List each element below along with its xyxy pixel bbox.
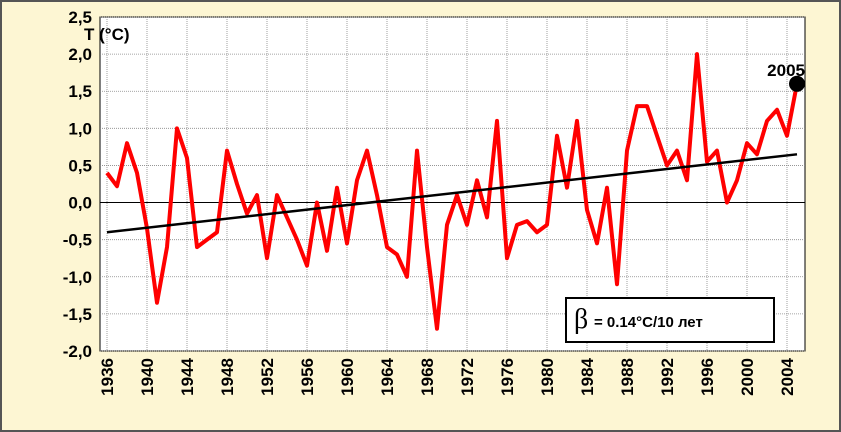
x-tick-label: 1952 bbox=[258, 358, 277, 396]
annotation-symbol: β bbox=[574, 304, 588, 335]
x-tick-label: 1960 bbox=[338, 358, 357, 396]
y-tick-label: 1,5 bbox=[68, 82, 92, 101]
x-tick-label: 1972 bbox=[458, 358, 477, 396]
y-tick-label: -0,5 bbox=[63, 231, 92, 250]
x-tick-label: 1976 bbox=[498, 358, 517, 396]
x-tick-label: 1956 bbox=[298, 358, 317, 396]
x-tick-label: 1968 bbox=[418, 358, 437, 396]
y-tick-label: 1,0 bbox=[68, 119, 92, 138]
data-line bbox=[105, 52, 799, 331]
y-tick-label: 2,0 bbox=[68, 45, 92, 64]
x-tick-label: 1944 bbox=[178, 357, 197, 395]
x-tick-label: 1980 bbox=[538, 358, 557, 396]
x-tick-label: 1940 bbox=[138, 358, 157, 396]
x-tick-label: 2004 bbox=[778, 357, 797, 395]
trend-line bbox=[106, 153, 798, 234]
plot-area bbox=[99, 16, 806, 352]
y-tick-label: -2,0 bbox=[63, 342, 92, 361]
x-tick-label: 1964 bbox=[378, 357, 397, 395]
y-tick-label: 0,5 bbox=[68, 156, 92, 175]
x-tick-label: 1984 bbox=[578, 357, 597, 395]
labels: -2,0 -1,5 -1,0 -0,5 0,0 0,5 1,0 1,5 2,0 2,5 1936 19… bbox=[63, 8, 805, 396]
y-tick-label: 2,5 bbox=[68, 8, 92, 27]
highlight-label: 2005 bbox=[767, 61, 805, 80]
x-tick-label: 1936 bbox=[98, 358, 117, 396]
annotation-box bbox=[565, 297, 775, 343]
x-tick-label: 2000 bbox=[738, 358, 757, 396]
x-tick-label: 1992 bbox=[658, 358, 677, 396]
x-tick-label: 1948 bbox=[218, 358, 237, 396]
y-tick-label: 0,0 bbox=[68, 194, 92, 213]
x-tick-label: 1996 bbox=[698, 358, 717, 396]
highlight-point bbox=[789, 75, 805, 92]
marks bbox=[105, 52, 805, 331]
y-axis-title: T (°C) bbox=[84, 25, 130, 44]
y-tick-label: -1,5 bbox=[63, 305, 92, 324]
annotation-text: = 0.14°C/10 лет bbox=[594, 314, 703, 331]
x-tick-label: 1988 bbox=[618, 358, 637, 396]
y-tick-label: -1,0 bbox=[63, 268, 92, 287]
